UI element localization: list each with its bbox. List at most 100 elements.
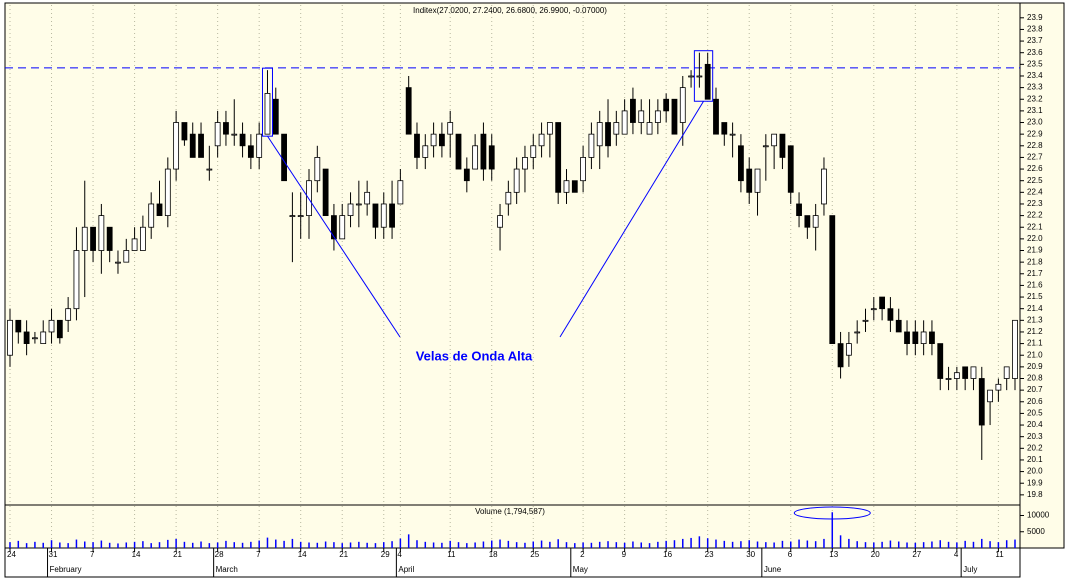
y-tick-label: 23.0 (1027, 118, 1043, 127)
candle-body (904, 331, 910, 344)
x-tick-label: 4 (397, 550, 402, 559)
candle-body (148, 203, 155, 228)
candle-body (638, 110, 645, 123)
x-tick-label: 24 (7, 550, 16, 559)
y-tick-label: 23.4 (1027, 71, 1043, 80)
candle-body (571, 180, 578, 193)
candle-body (455, 133, 462, 170)
month-label: February (50, 565, 82, 574)
candle-body (256, 133, 263, 158)
candle-body (987, 389, 993, 403)
candle-body (580, 157, 586, 182)
candle-body (613, 122, 620, 135)
candle-body (206, 168, 213, 171)
candle-body (945, 378, 952, 380)
candle-body (106, 226, 113, 251)
y-tick-label: 21.9 (1027, 246, 1043, 255)
candle-body (272, 98, 279, 135)
candle-body (654, 110, 661, 123)
candle-body (397, 180, 404, 205)
y-tick-label: 22.2 (1027, 211, 1043, 220)
candle-body (704, 63, 711, 100)
candle-body (73, 250, 80, 310)
y-tick-label: 20.4 (1027, 420, 1043, 429)
y-tick-label: 21.4 (1027, 304, 1043, 313)
y-tick-label: 22.1 (1027, 222, 1043, 231)
month-label: March (216, 565, 238, 574)
candle-body (488, 145, 495, 170)
x-tick-label: 16 (663, 550, 672, 559)
y-tick-label: 22.3 (1027, 199, 1043, 208)
candle-body (630, 98, 636, 123)
y-tick-label: 20.9 (1027, 362, 1043, 371)
y-tick-label: 22.4 (1027, 187, 1043, 196)
volume-tick-label: 5000 (1027, 527, 1045, 536)
candle-body (247, 145, 254, 158)
candle-body (23, 331, 30, 344)
price-panel (4, 2, 1021, 506)
x-tick-label: 31 (49, 550, 58, 559)
candle-body (995, 383, 1002, 391)
x-tick-label: 28 (215, 550, 224, 559)
x-tick-label: 14 (132, 550, 141, 559)
candle-body (953, 372, 960, 379)
candle-body (812, 215, 819, 228)
candle-body (115, 261, 121, 264)
y-tick-label: 20.2 (1027, 443, 1043, 452)
candle-body (480, 133, 487, 170)
candle-body (472, 145, 479, 170)
y-tick-label: 23.1 (1027, 106, 1043, 115)
candle-body (40, 331, 47, 344)
candle-body (98, 215, 105, 251)
candle-body (289, 215, 296, 218)
candle-body (189, 133, 196, 158)
candle-body (555, 122, 562, 193)
candle-body (81, 226, 88, 251)
candle-body (721, 122, 728, 135)
x-tick-label: 2 (580, 550, 585, 559)
candle-body (513, 168, 520, 193)
candle-body (65, 308, 72, 321)
candle-body (156, 203, 163, 217)
y-tick-label: 20.3 (1027, 432, 1043, 441)
candle-body (821, 168, 827, 205)
candle-body (430, 133, 437, 147)
candle-body (754, 168, 761, 193)
candle-body (796, 203, 802, 217)
candle-body (264, 93, 271, 135)
y-tick-label: 21.0 (1027, 350, 1043, 359)
candle-body (198, 133, 204, 158)
y-tick-label: 20.1 (1027, 455, 1043, 464)
candle-body (214, 122, 221, 147)
candle-body (7, 319, 13, 356)
y-tick-label: 23.9 (1027, 13, 1043, 22)
candle-body (364, 191, 371, 205)
candle-body (355, 203, 362, 206)
x-tick-label: 23 (705, 550, 714, 559)
candle-body (164, 168, 171, 217)
month-label: May (573, 565, 588, 574)
x-tick-label: 18 (489, 550, 498, 559)
date-axis (4, 547, 1021, 578)
candle-body (937, 343, 944, 379)
candle-body (339, 215, 346, 240)
candle-body (605, 122, 611, 147)
month-label: July (963, 565, 977, 574)
candle-body (762, 145, 769, 148)
x-tick-label: 25 (530, 550, 539, 559)
y-tick-label: 21.5 (1027, 292, 1043, 301)
candle-body (746, 168, 753, 193)
candle-body (422, 145, 429, 158)
candle-body (804, 215, 811, 228)
y-tick-label: 23.3 (1027, 83, 1043, 92)
x-tick-label: 9 (622, 550, 627, 559)
candle-body (970, 366, 977, 379)
candle-body (530, 145, 537, 158)
candle-body (380, 203, 387, 228)
candle-body (729, 133, 736, 136)
candle-body (538, 133, 545, 147)
y-tick-label: 21.8 (1027, 257, 1043, 266)
x-tick-label: 14 (298, 550, 307, 559)
candle-body (32, 337, 38, 340)
candle-body (912, 331, 919, 344)
